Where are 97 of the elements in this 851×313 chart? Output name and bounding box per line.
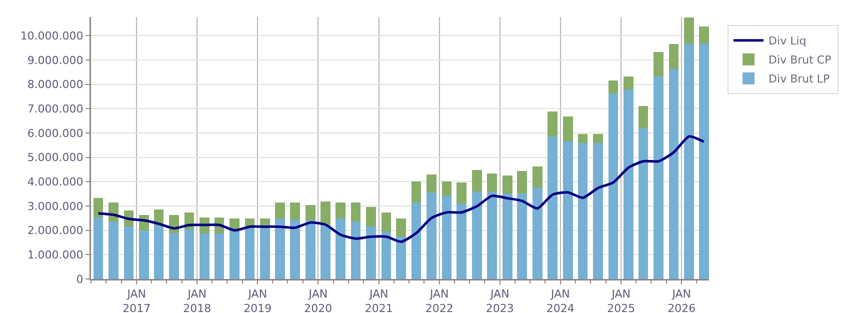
bar xyxy=(396,236,406,279)
x-tick-label: JAN 2025 xyxy=(607,288,636,313)
bar xyxy=(381,231,392,279)
bar xyxy=(608,80,618,94)
bar xyxy=(93,198,104,218)
x-tick-label: JAN 2020 xyxy=(304,288,332,313)
bar xyxy=(668,44,679,69)
bar xyxy=(381,212,392,232)
bar xyxy=(442,195,452,279)
bar xyxy=(578,134,588,144)
bar xyxy=(698,44,709,279)
y-tick-label: 4.000.000 xyxy=(27,176,84,189)
bar xyxy=(517,170,528,194)
bar xyxy=(442,182,452,196)
bar xyxy=(411,182,422,203)
bar xyxy=(456,182,466,204)
bar xyxy=(290,220,300,279)
bar xyxy=(169,232,179,279)
bar xyxy=(624,89,634,279)
bar xyxy=(366,226,376,279)
legend-label: Div Brut CP xyxy=(768,54,832,67)
bar xyxy=(608,94,618,279)
bar xyxy=(456,203,466,279)
bar xyxy=(668,68,679,279)
bar xyxy=(260,226,270,279)
y-tick-label: 0 xyxy=(76,272,84,286)
x-tick-label: JAN 2017 xyxy=(122,288,151,313)
y-tick-label: 3.000.000 xyxy=(27,200,84,213)
bar xyxy=(305,204,316,221)
bar xyxy=(563,141,573,279)
bar xyxy=(230,218,240,230)
bar xyxy=(593,134,603,144)
x-tick-label: JAN 2026 xyxy=(668,288,696,313)
bar xyxy=(654,52,664,77)
x-tick-label: JAN 2024 xyxy=(546,288,574,313)
bar xyxy=(274,218,285,279)
bar xyxy=(274,202,285,219)
bar xyxy=(472,191,482,279)
bar xyxy=(214,233,224,279)
y-tick-label: 1.000.000 xyxy=(27,248,84,262)
bar xyxy=(698,26,709,44)
bar xyxy=(350,202,361,222)
bar xyxy=(290,202,300,220)
bar xyxy=(593,143,603,279)
bar xyxy=(184,229,194,279)
bar xyxy=(532,187,542,279)
bar xyxy=(548,112,558,137)
bar xyxy=(320,224,331,279)
y-tick-label: 2.000.000 xyxy=(27,224,84,238)
bar xyxy=(638,106,648,129)
bar xyxy=(654,76,664,279)
x-tick-label: JAN 2023 xyxy=(486,288,514,313)
bar xyxy=(684,44,694,279)
bar xyxy=(487,174,497,192)
bar xyxy=(139,230,149,279)
y-tick-label: 9.000.000 xyxy=(27,54,84,67)
bar xyxy=(426,192,436,279)
y-tick-label: 7.000.000 xyxy=(27,102,84,116)
bar xyxy=(502,176,512,194)
bar xyxy=(320,202,331,224)
bar xyxy=(108,221,118,279)
bar xyxy=(93,217,104,279)
x-tick-label: JAN 2021 xyxy=(364,288,393,313)
bar xyxy=(472,170,482,192)
bar xyxy=(230,229,240,279)
y-tick-label: 6.000.000 xyxy=(27,126,84,140)
y-tick-label: 8.000.000 xyxy=(27,78,84,92)
bar xyxy=(411,202,422,279)
bar xyxy=(350,221,361,279)
bar xyxy=(517,193,528,279)
bar xyxy=(336,202,346,219)
bar xyxy=(548,136,558,279)
bar xyxy=(366,206,376,227)
bar xyxy=(396,218,406,237)
bar xyxy=(502,194,512,279)
y-tick-label: 10.000.000 xyxy=(20,30,84,43)
bar xyxy=(684,18,694,44)
bar xyxy=(532,166,542,188)
x-tick-label: JAN 2018 xyxy=(183,288,212,313)
y-tick-label: 5.000.000 xyxy=(27,151,84,164)
bar xyxy=(426,174,436,193)
bar xyxy=(563,116,573,142)
bar xyxy=(638,128,648,279)
legend-label: Div Brut LP xyxy=(768,72,830,86)
x-tick-label: JAN 2022 xyxy=(425,288,454,313)
bar xyxy=(336,218,346,279)
bar xyxy=(200,233,210,279)
bar xyxy=(154,226,164,279)
bar xyxy=(124,226,134,279)
bar xyxy=(578,143,588,279)
bar xyxy=(487,192,497,279)
x-tick-label: JAN 2019 xyxy=(244,288,272,313)
bar xyxy=(305,220,316,279)
bar xyxy=(244,227,255,279)
legend-label: Div Liq xyxy=(768,34,806,48)
line-series xyxy=(97,135,706,244)
bar xyxy=(624,76,634,90)
